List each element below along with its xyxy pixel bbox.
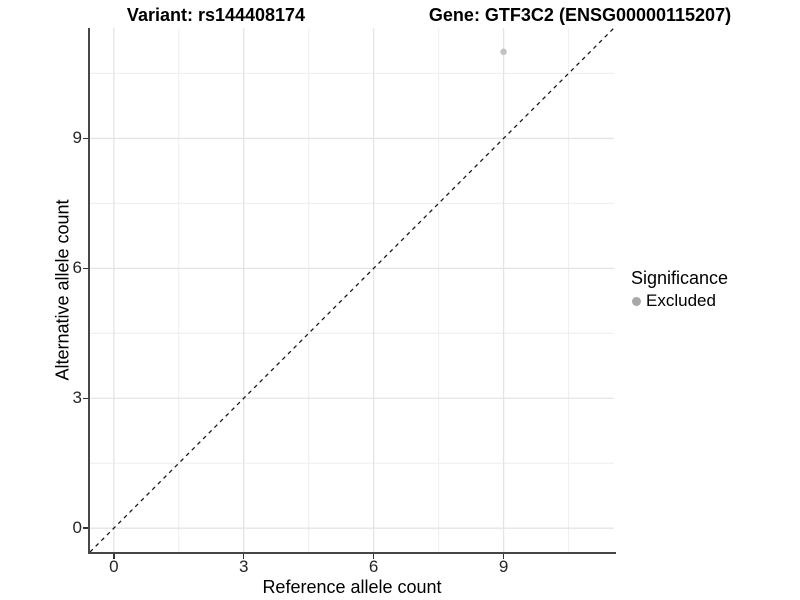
x-tick-mark bbox=[113, 554, 115, 559]
data-point bbox=[500, 48, 507, 56]
x-axis-title: Reference allele count bbox=[262, 577, 442, 597]
y-tick-label: 3 bbox=[72, 388, 82, 408]
legend: Significance Excluded bbox=[631, 266, 728, 312]
legend-item-label: Excluded bbox=[646, 291, 716, 310]
y-tick-mark bbox=[83, 527, 88, 529]
y-tick-mark bbox=[83, 397, 88, 399]
y-tick-label: 9 bbox=[72, 128, 82, 148]
plot-canvas bbox=[89, 27, 615, 553]
plot-panel bbox=[89, 27, 615, 553]
x-axis-line bbox=[88, 552, 616, 554]
y-axis-title: Alternative allele count bbox=[52, 199, 73, 381]
identity-reference-line bbox=[89, 27, 615, 553]
y-tick-label: 6 bbox=[72, 258, 82, 278]
y-axis-line bbox=[88, 28, 90, 554]
y-tick-mark bbox=[83, 267, 88, 270]
legend-title: Significance bbox=[631, 268, 729, 288]
y-tick-mark bbox=[83, 137, 88, 140]
x-tick-mark bbox=[242, 554, 245, 559]
x-tick-label: 9 bbox=[498, 557, 509, 576]
x-tick-label: 6 bbox=[368, 557, 379, 576]
x-tick-mark bbox=[502, 554, 505, 559]
plot-title-gene: Gene: GTF3C2 (ENSG00000115207) bbox=[428, 5, 732, 25]
plot-title-variant: Variant: rs144408174 bbox=[126, 5, 306, 25]
y-tick-label: 0 bbox=[72, 518, 82, 538]
x-tick-mark bbox=[372, 554, 375, 559]
excluded-point-icon bbox=[632, 296, 641, 306]
x-tick-label: 3 bbox=[239, 557, 249, 576]
x-tick-label: 0 bbox=[109, 557, 119, 576]
legend-item-excluded: Excluded bbox=[631, 290, 728, 312]
